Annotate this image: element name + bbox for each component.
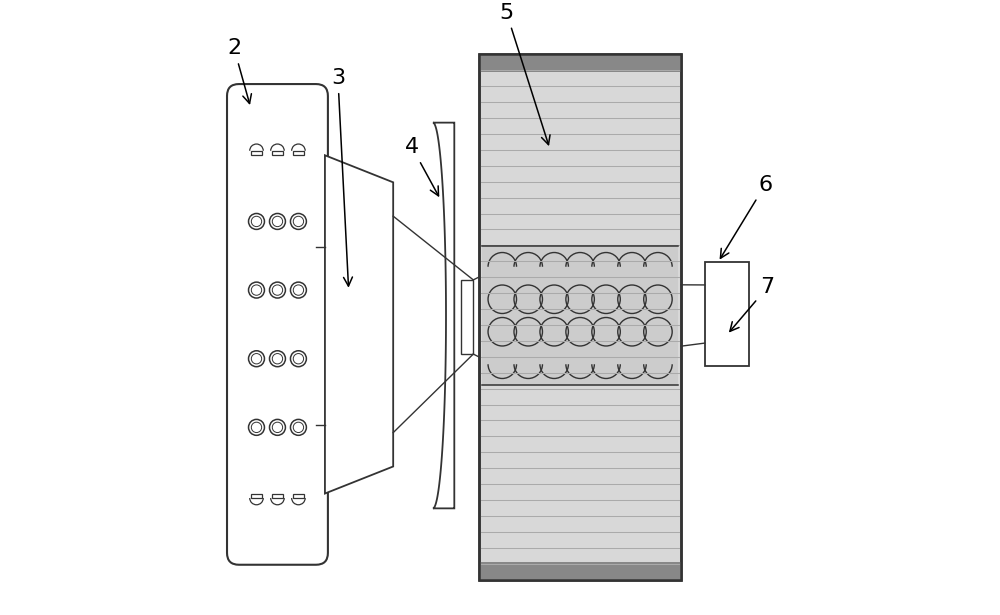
Polygon shape (433, 122, 454, 509)
Polygon shape (325, 155, 393, 493)
Bar (251, 151, 262, 155)
Bar (461, 280, 473, 354)
Text: 6: 6 (720, 175, 772, 258)
Text: 5: 5 (499, 3, 550, 145)
Bar (479, 54, 681, 579)
Bar (293, 151, 304, 155)
Text: 4: 4 (405, 138, 439, 196)
Bar (705, 262, 749, 366)
Bar (293, 494, 304, 498)
Bar (479, 561, 681, 579)
Bar (272, 151, 283, 155)
FancyBboxPatch shape (227, 84, 328, 565)
Bar (479, 54, 681, 579)
Text: 7: 7 (730, 277, 774, 331)
Bar (479, 54, 681, 72)
Text: 3: 3 (331, 68, 352, 286)
Bar (251, 494, 262, 498)
Bar (272, 494, 283, 498)
Bar (482, 246, 678, 385)
Text: 2: 2 (227, 38, 251, 103)
